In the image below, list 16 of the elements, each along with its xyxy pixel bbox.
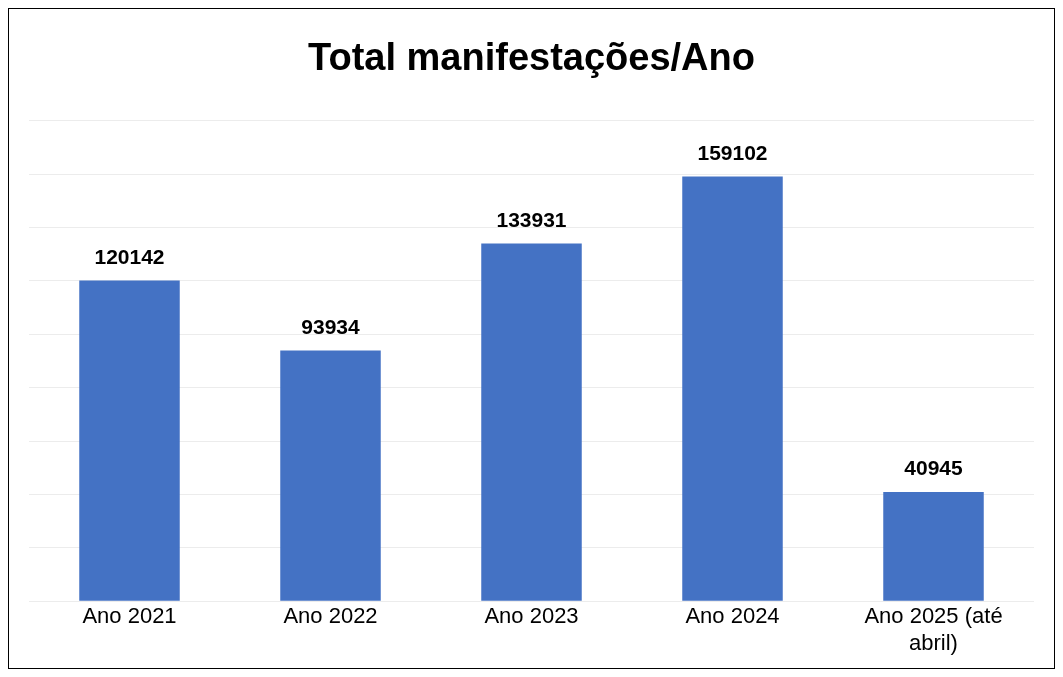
bar bbox=[883, 491, 984, 601]
data-label: 40945 bbox=[904, 456, 964, 480]
data-label: 93934 bbox=[301, 314, 361, 338]
x-tick-label: Ano 2025 (até abril) bbox=[864, 603, 1003, 655]
bar bbox=[79, 280, 180, 601]
data-label: 159102 bbox=[697, 140, 768, 164]
data-label: 120142 bbox=[94, 244, 165, 268]
bar bbox=[280, 350, 381, 601]
bar bbox=[682, 176, 783, 601]
bar bbox=[481, 243, 582, 601]
data-label: 133931 bbox=[496, 207, 567, 231]
x-tick-label: Ano 2024 bbox=[685, 603, 780, 629]
x-tick-label: Ano 2023 bbox=[484, 603, 579, 629]
x-tick-label: Ano 2022 bbox=[283, 603, 378, 629]
x-tick-label: Ano 2021 bbox=[82, 603, 177, 629]
chart-title: Total manifestações/Ano bbox=[308, 36, 755, 79]
